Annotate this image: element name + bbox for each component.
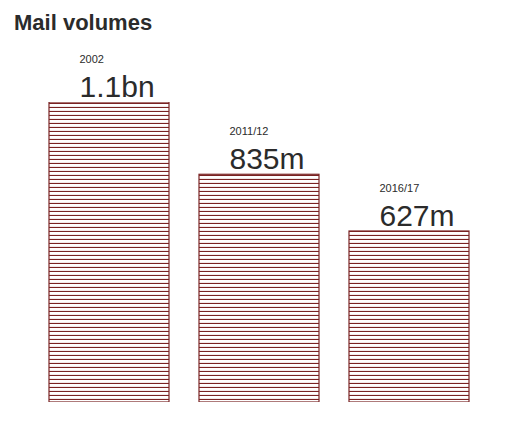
svg-text:835m: 835m: [230, 142, 305, 175]
svg-text:1.1bn: 1.1bn: [80, 70, 155, 103]
svg-text:2016/17: 2016/17: [380, 182, 420, 194]
svg-text:2011/12: 2011/12: [230, 125, 269, 137]
svg-text:627m: 627m: [380, 199, 455, 232]
svg-text:2002: 2002: [80, 53, 104, 65]
html-text:Mail volumes: Mail volumes: [14, 10, 153, 35]
